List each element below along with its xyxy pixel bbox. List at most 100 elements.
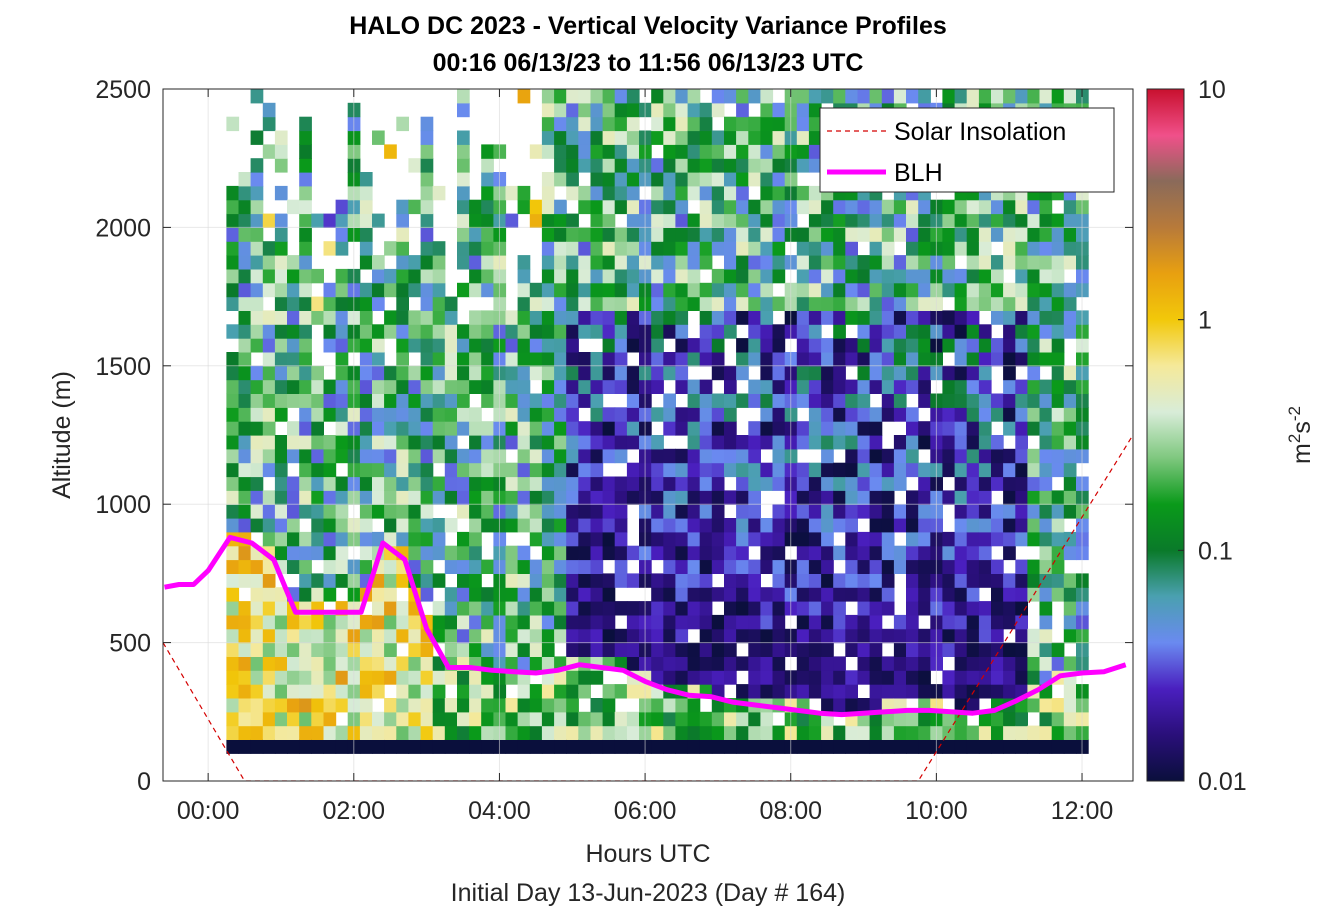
heatmap-cell [821, 545, 834, 561]
heatmap-cell [760, 365, 774, 381]
heatmap-cell [893, 711, 907, 727]
heatmap-cell [1051, 379, 1065, 394]
heatmap-cell [675, 628, 689, 644]
heatmap-cell [857, 213, 871, 228]
heatmap-cell [663, 739, 676, 754]
heatmap-cell [954, 310, 968, 325]
heatmap-cell [736, 504, 749, 519]
heatmap-cell [833, 739, 846, 754]
heatmap-cell [420, 476, 434, 491]
heatmap-cell [906, 684, 919, 699]
heatmap-cell [651, 518, 664, 533]
heatmap-cell [626, 130, 640, 145]
heatmap-cell [420, 255, 434, 270]
heatmap-cell [554, 89, 567, 104]
heatmap-cell [663, 213, 676, 228]
heatmap-cell [299, 255, 312, 270]
heatmap-cell [614, 352, 628, 367]
heatmap-cell [226, 462, 240, 478]
heatmap-cell [906, 504, 919, 519]
heatmap-cell [772, 227, 786, 242]
heatmap-cell [1015, 213, 1028, 228]
heatmap-cell [687, 670, 701, 685]
heatmap-cell [517, 421, 531, 436]
heatmap-cell [978, 338, 992, 353]
heatmap-cell [287, 268, 300, 284]
heatmap-cell [978, 296, 992, 311]
heatmap-cell [748, 379, 761, 394]
heatmap-cell [796, 255, 810, 270]
heatmap-cell [772, 628, 786, 644]
heatmap-cell [287, 352, 300, 367]
heatmap-cell [384, 490, 397, 505]
heatmap-cell [432, 241, 446, 256]
heatmap-cell [335, 559, 349, 574]
heatmap-cell [481, 379, 494, 394]
heatmap-cell [991, 282, 1004, 298]
heatmap-cell [517, 545, 531, 561]
heatmap-cell [881, 352, 895, 367]
heatmap-cell [590, 642, 604, 657]
heatmap-cell [262, 116, 276, 132]
heatmap-cell [250, 739, 264, 754]
heatmap-cell [359, 213, 373, 228]
heatmap-cell [760, 656, 774, 671]
heatmap-cell [529, 338, 543, 353]
heatmap-cell [420, 282, 434, 298]
heatmap-cell [893, 365, 907, 381]
heatmap-cell [517, 476, 531, 491]
heatmap-cell [529, 144, 543, 159]
heatmap-cells [226, 89, 1089, 754]
heatmap-cell [287, 255, 300, 270]
heatmap-cell [311, 628, 324, 644]
heatmap-cell [566, 518, 579, 533]
heatmap-cell [699, 656, 713, 671]
heatmap-cell [1063, 698, 1077, 713]
heatmap-cell [384, 628, 397, 644]
heatmap-cell [808, 227, 822, 242]
heatmap-cell [274, 614, 288, 630]
heatmap-cell [481, 504, 494, 519]
heatmap-cell [869, 296, 883, 311]
heatmap-cell [335, 670, 349, 685]
heatmap-cell [711, 393, 725, 408]
heatmap-cell [796, 116, 810, 132]
heatmap-cell [1027, 296, 1041, 311]
heatmap-cell [554, 545, 567, 561]
heatmap-cell [724, 393, 737, 408]
heatmap-cell [444, 670, 458, 685]
heatmap-cell [529, 324, 543, 339]
heatmap-cell [274, 448, 288, 464]
heatmap-cell [978, 559, 992, 574]
heatmap-cell [311, 614, 324, 630]
heatmap-cell [262, 642, 276, 657]
heatmap-cell [250, 185, 264, 201]
heatmap-cell [918, 573, 931, 588]
heatmap-cell [954, 365, 968, 381]
heatmap-cell [772, 172, 786, 187]
heatmap-cell [675, 379, 689, 394]
heatmap-cell [724, 255, 737, 270]
heatmap-cell [481, 393, 494, 408]
heatmap-cell [711, 670, 725, 685]
heatmap-cell [262, 393, 276, 408]
heatmap-cell [978, 628, 992, 644]
heatmap-cell [299, 421, 312, 436]
heatmap-cell [966, 365, 980, 381]
heatmap-cell [966, 296, 980, 311]
heatmap-cell [226, 241, 240, 256]
heatmap-cell [687, 711, 701, 727]
heatmap-cell [250, 670, 264, 685]
heatmap-cell [566, 476, 579, 491]
heatmap-cell [529, 352, 543, 367]
heatmap-cell [1003, 227, 1016, 242]
heatmap-cell [918, 255, 931, 270]
heatmap-cell [1027, 670, 1041, 685]
heatmap-cell [614, 227, 628, 242]
heatmap-cell [857, 656, 871, 671]
heatmap-cell [541, 268, 555, 284]
heatmap-cell [529, 462, 543, 478]
heatmap-cell [554, 158, 567, 173]
heatmap-cell [541, 172, 555, 187]
heatmap-cell [250, 476, 264, 491]
